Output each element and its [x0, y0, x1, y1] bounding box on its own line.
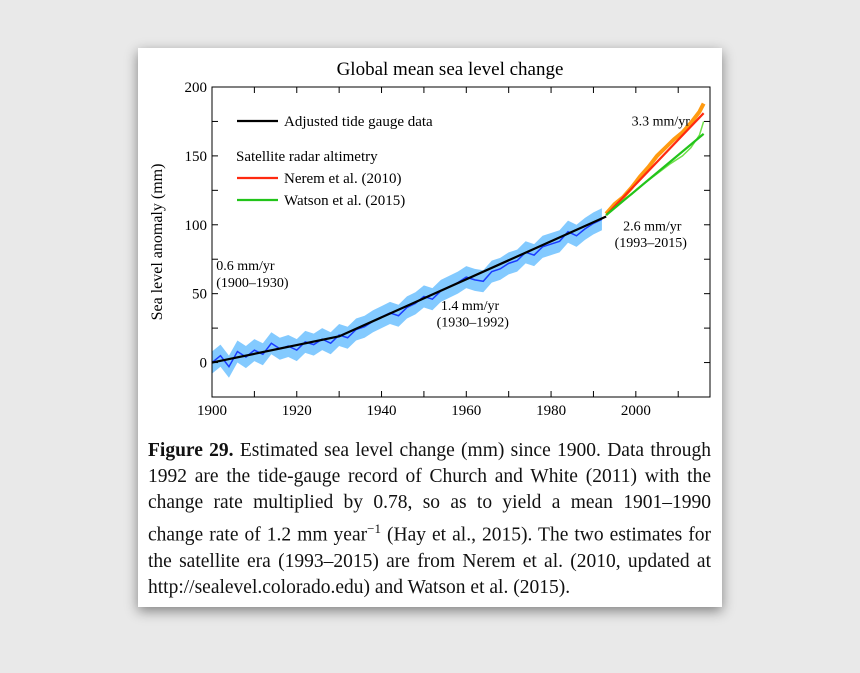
x-tick-label: 1900 — [197, 403, 227, 419]
y-axis-label: Sea level anomaly (mm) — [149, 164, 166, 321]
figure-caption: Figure 29. Estimated sea level change (m… — [148, 438, 711, 601]
legend-entry: Adjusted tide gauge data — [284, 114, 433, 130]
legend-entry: Watson et al. (2015) — [284, 193, 405, 209]
annotation: 0.6 mm/yr — [216, 259, 275, 274]
series-line-0 — [211, 215, 607, 364]
chart-title: Global mean sea level change — [337, 59, 564, 80]
annotation: 2.6 mm/yr — [623, 219, 682, 234]
annotation: (1993–2015) — [615, 236, 688, 251]
annotation: (1930–1992) — [437, 316, 510, 331]
series-line-1 — [605, 112, 705, 216]
y-tick-label: 150 — [185, 149, 208, 165]
caption-label: Figure 29. — [148, 440, 234, 461]
annotation: 1.4 mm/yr — [441, 299, 500, 314]
x-tick-label: 1980 — [536, 403, 566, 419]
figure-card — [138, 48, 722, 607]
x-tick-label: 1960 — [451, 403, 481, 419]
annotation: (1900–1930) — [216, 276, 289, 291]
caption-text-1: Estimated sea level change (mm) since 19… — [148, 440, 711, 546]
annotation: 3.3 mm/yr — [632, 115, 691, 130]
series-line-2 — [605, 132, 705, 216]
y-tick-label: 50 — [192, 287, 207, 303]
x-tick-label: 1920 — [282, 403, 312, 419]
caption-superscript: −1 — [367, 521, 381, 536]
legend-entry: Nerem et al. (2010) — [284, 171, 401, 187]
y-tick-label: 100 — [185, 218, 208, 234]
plot-frame — [211, 86, 711, 398]
y-tick-label: 0 — [200, 356, 208, 372]
x-tick-label: 1940 — [367, 403, 397, 419]
x-tick-label: 2000 — [621, 403, 651, 419]
y-tick-label: 200 — [185, 80, 208, 96]
legend-heading: Satellite radar altimetry — [236, 149, 378, 165]
caption-text-2: (Hay et al., 2015). The two estimates fo… — [148, 524, 711, 598]
tide-gauge-uncertainty-band — [212, 208, 602, 378]
tide-gauge-raw-line — [211, 218, 603, 369]
